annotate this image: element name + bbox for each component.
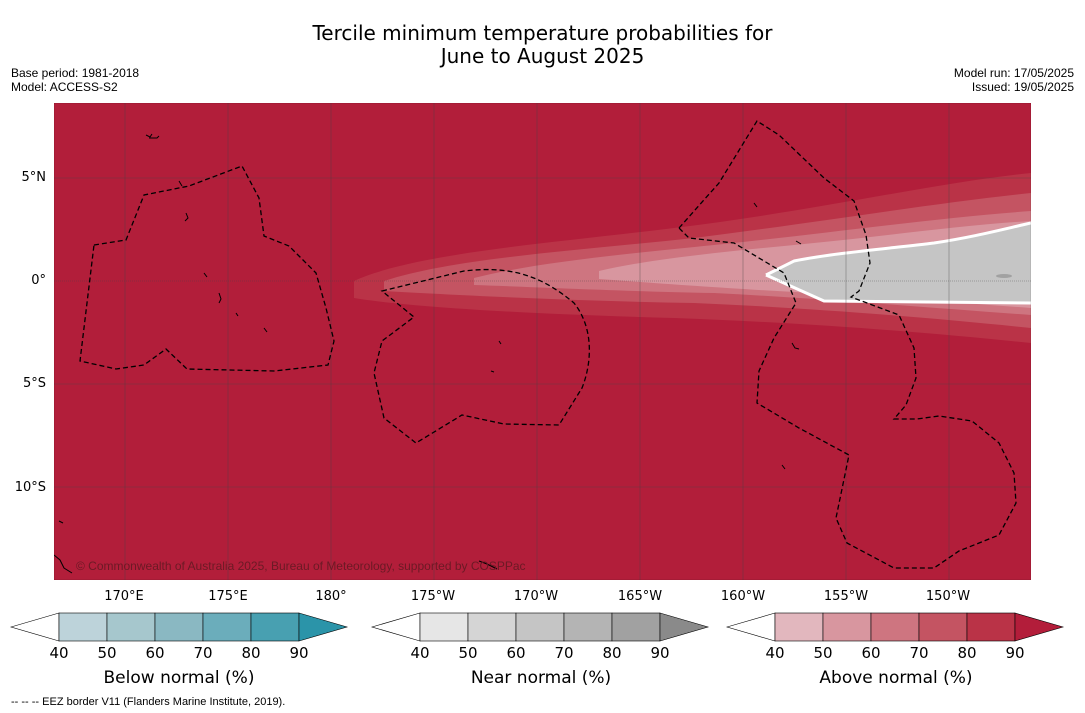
colorbar-extend-high [659, 612, 710, 642]
model-run: Model run: 17/05/2025 [953, 66, 1074, 80]
cb-tick: 90 [289, 644, 309, 662]
colorbar-title-near-normal: Near normal (%) [470, 668, 612, 688]
colorbar-segment [419, 612, 469, 642]
colorbar-segment [611, 612, 661, 642]
cb-tick: 60 [145, 644, 165, 662]
colorbar-extend-high [1014, 612, 1065, 642]
cb-tick: 80 [602, 644, 622, 662]
colorbar-extend-low [725, 612, 776, 642]
colorbar-above-normal [725, 612, 1065, 642]
lat-label-10s: 10°S [14, 480, 46, 495]
colorbar-segment [870, 612, 920, 642]
cb-tick: 60 [861, 644, 881, 662]
issued-date: Issued: 19/05/2025 [971, 80, 1074, 94]
colorbar-extend-high [298, 612, 349, 642]
colorbar-segment [822, 612, 872, 642]
lat-label-5n: 5°N [21, 170, 47, 185]
above-normal-90-region [54, 103, 1031, 580]
cb-tick: 50 [97, 644, 117, 662]
cb-tick: 50 [813, 644, 833, 662]
cb-tick: 70 [554, 644, 574, 662]
eez-borders [79, 120, 1017, 569]
cb-tick: 60 [506, 644, 526, 662]
map-gridlines [54, 103, 1031, 580]
near-normal-boundary [765, 221, 1031, 305]
cb-tick: 70 [193, 644, 213, 662]
meta-right: Model run: 17/05/2025 Issued: 19/05/2025 [954, 66, 1074, 94]
base-period: Base period: 1981-2018 [11, 66, 140, 80]
colorbar-segment [563, 612, 613, 642]
colorbar-extend-low [370, 612, 421, 642]
cb-tick: 70 [909, 644, 929, 662]
lat-label-0: 0° [31, 273, 46, 288]
colorbar-segment [966, 612, 1016, 642]
cb-tick: 80 [957, 644, 977, 662]
near-normal-region [766, 223, 1031, 303]
eez-border-east [678, 120, 1017, 569]
lon-label-180: 180° [315, 589, 347, 604]
islands [54, 133, 802, 574]
colorbar-segment [58, 612, 108, 642]
lon-label-155w: 155°W [823, 589, 869, 604]
colorbar-title-above-normal: Above normal (%) [819, 668, 973, 688]
colorbar-title-below-normal: Below normal (%) [103, 668, 255, 688]
colorbar-near-normal [370, 612, 710, 642]
cb-tick: 80 [241, 644, 261, 662]
near-normal-80-spot [996, 274, 1012, 278]
title-line-1: Tercile minimum temperature probabilitie… [312, 21, 773, 45]
colorbar-segment [154, 612, 204, 642]
lon-label-175e: 175°E [208, 589, 248, 604]
eez-footnote: -- -- -- EEZ border V11 (Flanders Marine… [11, 696, 286, 708]
lon-label-150w: 150°W [925, 589, 971, 604]
lat-label-5s: 5°S [22, 376, 46, 391]
colorbar-segment [106, 612, 156, 642]
lon-label-175w: 175°W [410, 589, 456, 604]
eez-border-central [373, 268, 590, 444]
meta-left: Base period: 1981-2018 Model: ACCESS-S2 [11, 66, 139, 94]
model-name: Model: ACCESS-S2 [11, 80, 118, 94]
lon-label-170e: 170°E [104, 589, 144, 604]
colorbar-segment [918, 612, 968, 642]
lon-label-170w: 170°W [513, 589, 559, 604]
colorbar-segment [774, 612, 824, 642]
lon-label-165w: 165°W [617, 589, 663, 604]
colorbar-segment [467, 612, 517, 642]
colorbar-segment [202, 612, 252, 642]
cb-tick: 90 [650, 644, 670, 662]
colorbar-segment [250, 612, 300, 642]
colorbar-extend-low [9, 612, 60, 642]
copyright-notice: © Commonwealth of Australia 2025, Bureau… [76, 559, 526, 573]
cb-tick: 50 [458, 644, 478, 662]
colorbars [9, 612, 1065, 642]
cb-tick: 40 [765, 644, 785, 662]
title-line-2: June to August 2025 [440, 44, 645, 68]
colorbar-segment [515, 612, 565, 642]
cb-tick: 40 [410, 644, 430, 662]
lon-label-160w: 160°W [720, 589, 766, 604]
probability-map [54, 103, 1031, 580]
cb-tick: 40 [49, 644, 69, 662]
cb-tick: 90 [1005, 644, 1025, 662]
colorbar-below-normal [9, 612, 349, 642]
